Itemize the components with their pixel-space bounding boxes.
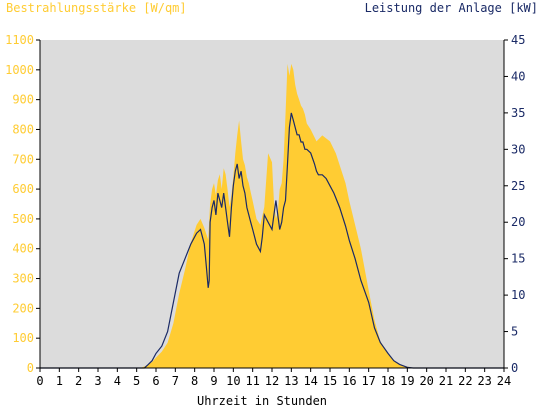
- right-tick-label: 20: [511, 215, 525, 229]
- right-tick-label: 35: [511, 106, 525, 120]
- x-tick-label: 3: [94, 374, 101, 388]
- x-tick-label: 5: [133, 374, 140, 388]
- left-tick-label: 400: [12, 242, 34, 256]
- x-tick-label: 8: [191, 374, 198, 388]
- chart-title-right: Leistung der Anlage [kW]: [365, 1, 538, 15]
- x-tick-label: 4: [114, 374, 121, 388]
- x-tick-label: 20: [419, 374, 433, 388]
- right-axis-ticks: 0 5 10 15 20 25 30 35 40 45: [504, 33, 525, 375]
- right-tick-label: 30: [511, 142, 525, 156]
- x-tick-label: 23: [477, 374, 491, 388]
- right-tick-label: 5: [511, 325, 518, 339]
- x-tick-label: 6: [152, 374, 159, 388]
- x-tick-label: 15: [323, 374, 337, 388]
- x-axis-label: Uhrzeit in Stunden: [197, 394, 327, 408]
- x-tick-label: 16: [342, 374, 356, 388]
- left-tick-label: 200: [12, 301, 34, 315]
- left-axis-ticks: 0 100 200 300 400 500 600 700 800 900 1000 1100: [5, 33, 40, 375]
- left-tick-label: 900: [12, 93, 34, 107]
- x-tick-label: 9: [210, 374, 217, 388]
- right-tick-label: 15: [511, 252, 525, 266]
- irradiance-area: [40, 63, 504, 369]
- power-line: [40, 112, 504, 369]
- x-tick-label: 10: [226, 374, 240, 388]
- left-tick-label: 1100: [5, 33, 34, 47]
- right-tick-label: 0: [511, 361, 518, 375]
- left-tick-label: 500: [12, 212, 34, 226]
- x-tick-label: 18: [381, 374, 395, 388]
- right-tick-label: 40: [511, 69, 525, 83]
- right-tick-label: 10: [511, 288, 525, 302]
- x-tick-label: 13: [284, 374, 298, 388]
- left-tick-label: 100: [12, 331, 34, 345]
- x-tick-label: 1: [56, 374, 63, 388]
- x-tick-label: 0: [36, 374, 43, 388]
- x-tick-label: 22: [458, 374, 472, 388]
- left-tick-label: 300: [12, 272, 34, 286]
- x-tick-label: 12: [265, 374, 279, 388]
- left-tick-label: 0: [27, 361, 34, 375]
- x-tick-label: 17: [361, 374, 375, 388]
- left-tick-label: 1000: [5, 63, 34, 77]
- left-tick-label: 700: [12, 152, 34, 166]
- x-axis-ticks: 0 1 2 3 4 5 6 7 8 9 10 11 12 13 14 15 16 17 18 19 20 21 22 23 24: [36, 368, 511, 388]
- x-tick-label: 14: [303, 374, 317, 388]
- x-tick-label: 19: [400, 374, 414, 388]
- chart-title-left: Bestrahlungsstärke [W/qm]: [6, 1, 187, 15]
- x-tick-label: 21: [439, 374, 453, 388]
- left-tick-label: 800: [12, 122, 34, 136]
- x-tick-label: 2: [75, 374, 82, 388]
- x-tick-label: 7: [172, 374, 179, 388]
- right-tick-label: 45: [511, 33, 525, 47]
- x-tick-label: 24: [497, 374, 511, 388]
- left-tick-label: 600: [12, 182, 34, 196]
- series-layer: [40, 63, 504, 369]
- right-tick-label: 25: [511, 179, 525, 193]
- x-tick-label: 11: [245, 374, 259, 388]
